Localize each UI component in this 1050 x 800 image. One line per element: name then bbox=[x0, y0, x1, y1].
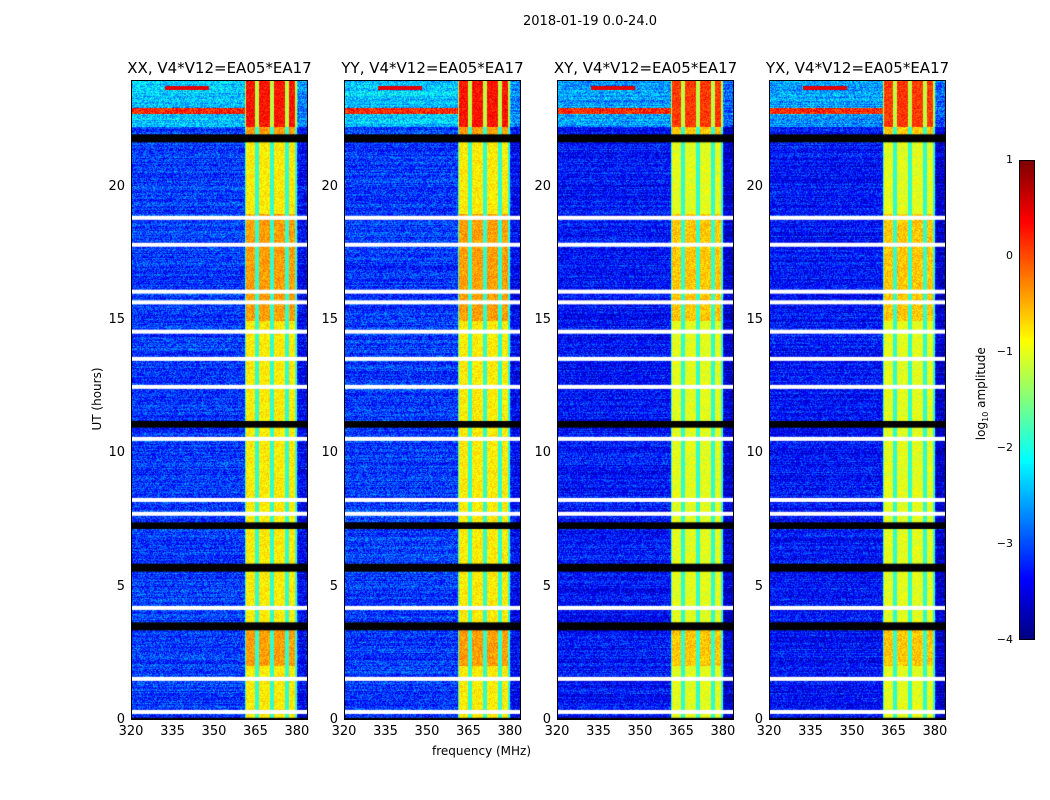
waterfall-heatmap bbox=[558, 81, 733, 719]
colorbar-label: log10 amplitude bbox=[973, 347, 991, 441]
y-tick-label: 20 bbox=[534, 178, 551, 194]
waterfall-heatmap bbox=[345, 81, 520, 719]
colorbar bbox=[1019, 160, 1035, 640]
y-tick-label: 5 bbox=[116, 578, 125, 594]
waterfall-panel-3 bbox=[557, 80, 734, 720]
y-tick-label: 15 bbox=[534, 312, 551, 327]
y-tick-label: 0 bbox=[542, 712, 551, 727]
x-tick-label: 320 bbox=[756, 724, 782, 739]
y-tick-label: 20 bbox=[321, 178, 338, 194]
x-tick-label: 350 bbox=[201, 724, 227, 739]
x-tick-label: 335 bbox=[586, 724, 611, 739]
waterfall-panel-1 bbox=[131, 80, 308, 720]
y-tick-label: 15 bbox=[321, 312, 338, 327]
y-tick-label: 10 bbox=[108, 445, 125, 461]
x-tick-label: 320 bbox=[544, 724, 570, 739]
x-tick-label: 365 bbox=[669, 724, 694, 739]
waterfall-heatmap bbox=[132, 81, 307, 719]
x-tick-label: 365 bbox=[881, 724, 906, 739]
colorbar-label-sub: 10 bbox=[981, 411, 991, 422]
x-tick-label: 350 bbox=[414, 724, 440, 739]
y-axis-label: UT (hours) bbox=[90, 367, 104, 431]
waterfall-panel-2 bbox=[344, 80, 521, 720]
y-tick-label: 20 bbox=[108, 178, 125, 194]
colorbar-tick-label: −3 bbox=[996, 537, 1013, 550]
waterfall-heatmap bbox=[770, 81, 945, 719]
figure-suptitle: 2018-01-19 0.0-24.0 bbox=[523, 14, 657, 29]
x-tick-label: 335 bbox=[798, 724, 823, 739]
y-tick-label: 5 bbox=[542, 578, 551, 594]
colorbar-label-log: log bbox=[973, 421, 988, 441]
colorbar-label-rest: amplitude bbox=[973, 347, 988, 412]
y-tick-label: 0 bbox=[329, 712, 338, 727]
x-tick-label: 335 bbox=[160, 724, 185, 739]
panel-title: XX, V4*V12=EA05*EA17 bbox=[127, 59, 312, 77]
x-tick-label: 380 bbox=[284, 724, 310, 739]
x-tick-label: 320 bbox=[331, 724, 357, 739]
colorbar-tick-label: 0 bbox=[1006, 249, 1013, 262]
y-tick-label: 0 bbox=[754, 712, 763, 727]
colorbar-tick-label: −1 bbox=[996, 345, 1013, 358]
colorbar-tick-label: −2 bbox=[996, 441, 1013, 454]
y-tick-label: 10 bbox=[321, 445, 338, 461]
x-tick-label: 380 bbox=[497, 724, 523, 739]
colorbar-gradient bbox=[1020, 161, 1034, 639]
colorbar-tick-label: 1 bbox=[1006, 153, 1013, 166]
y-tick-label: 15 bbox=[108, 312, 125, 327]
panel-title: YX, V4*V12=EA05*EA17 bbox=[765, 59, 950, 77]
panel-title: YY, V4*V12=EA05*EA17 bbox=[341, 59, 524, 77]
panel-title: XY, V4*V12=EA05*EA17 bbox=[553, 59, 738, 77]
y-tick-label: 5 bbox=[754, 578, 763, 594]
x-tick-label: 380 bbox=[710, 724, 736, 739]
x-tick-label: 380 bbox=[922, 724, 948, 739]
x-tick-label: 365 bbox=[456, 724, 481, 739]
y-tick-label: 5 bbox=[329, 578, 338, 594]
y-tick-label: 10 bbox=[534, 445, 551, 461]
x-tick-label: 365 bbox=[243, 724, 268, 739]
x-tick-label: 350 bbox=[839, 724, 865, 739]
colorbar-tick-label: −4 bbox=[996, 633, 1013, 646]
x-tick-label: 320 bbox=[118, 724, 144, 739]
x-tick-label: 335 bbox=[373, 724, 398, 739]
x-tick-label: 350 bbox=[627, 724, 653, 739]
waterfall-panel-4 bbox=[769, 80, 946, 720]
y-tick-label: 15 bbox=[746, 312, 763, 327]
x-axis-label: frequency (MHz) bbox=[432, 744, 532, 758]
y-tick-label: 10 bbox=[746, 445, 763, 461]
y-tick-label: 20 bbox=[746, 178, 763, 194]
y-tick-label: 0 bbox=[116, 712, 125, 727]
